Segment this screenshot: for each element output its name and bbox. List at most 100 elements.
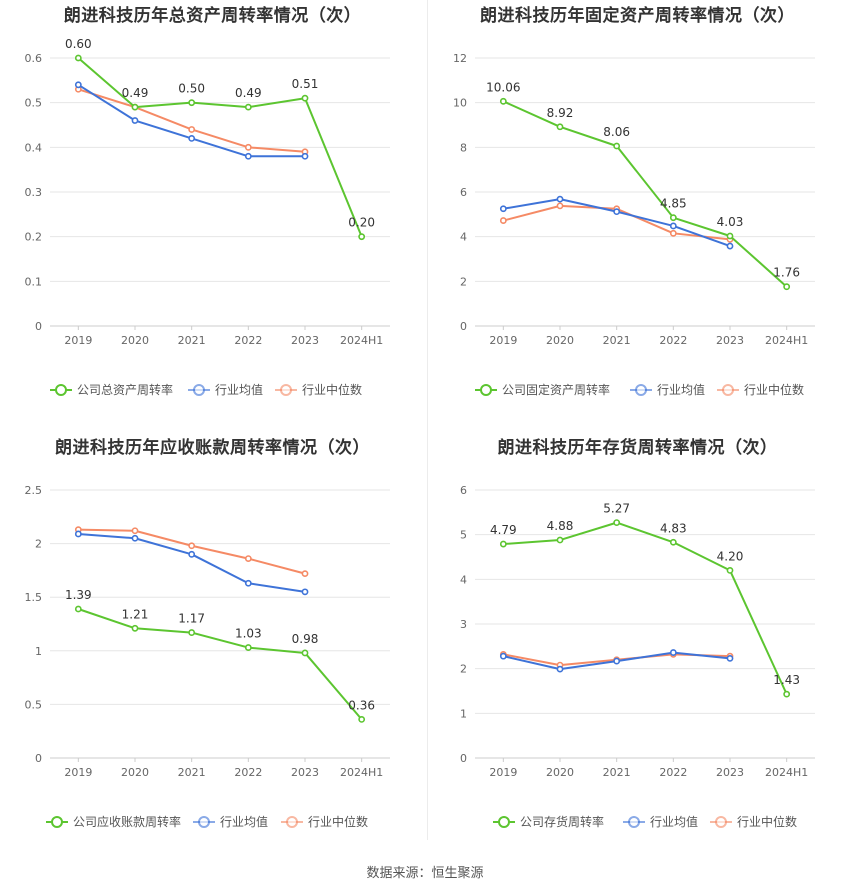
y-tick-label: 2: [35, 538, 42, 551]
data-point-company: [669, 538, 677, 546]
data-point-industry_median: [244, 555, 252, 563]
data-point-industry_median: [131, 527, 139, 535]
y-tick-label: 6: [460, 186, 467, 199]
data-point-company: [499, 97, 507, 105]
x-tick-label: 2024H1: [340, 766, 383, 779]
data-label: 4.20: [717, 549, 744, 563]
data-label: 0.20: [348, 216, 375, 230]
receivables-turnover-chart: 0 0.5 1 1.5 2 2.5 2019 2020 2021 2022 2023 2024H1 1.…: [25, 484, 390, 829]
x-tick-label: 2022: [659, 766, 687, 779]
data-label: 1.21: [122, 607, 149, 621]
x-tick-label: 2019: [64, 334, 92, 347]
data-point-industry_avg: [669, 649, 677, 656]
series-line-industry_median: [78, 88, 306, 153]
data-point-company: [301, 94, 309, 102]
x-tick-label: 2022: [659, 334, 687, 347]
data-point-company: [74, 54, 82, 62]
data-point-company: [131, 624, 139, 632]
y-tick-label: 4: [460, 231, 467, 244]
data-source-note: 数据来源：恒生聚源: [366, 866, 484, 881]
data-point-industry_avg: [613, 208, 621, 216]
x-tick-label: 2023: [716, 766, 744, 779]
legend-marker-industry_median: [280, 384, 292, 396]
y-tick-label: 1: [35, 645, 42, 658]
y-tick-label: 0: [460, 320, 467, 333]
legend-marker-industry_avg: [628, 816, 640, 828]
legend-label-company: 公司总资产周转率: [77, 382, 173, 397]
x-tick-label: 2020: [121, 334, 149, 347]
legend-label-industry_avg: 行业均值: [657, 382, 705, 397]
legend-label-company: 公司存货周转率: [520, 814, 604, 829]
data-point-company: [726, 232, 734, 240]
data-label: 0.49: [235, 86, 262, 100]
x-tick-label: 2022: [234, 766, 262, 779]
legend-marker-industry_median: [722, 384, 734, 396]
legend-label-industry_median: 行业中位数: [308, 814, 368, 829]
x-tick-label: 2020: [546, 334, 574, 347]
x-tick-label: 2023: [716, 334, 744, 347]
x-tick-label: 2019: [489, 766, 517, 779]
data-label: 1.39: [65, 588, 92, 602]
legend-marker-company: [498, 816, 510, 828]
data-label: 0.51: [292, 77, 319, 91]
data-point-company: [556, 536, 564, 544]
data-point-industry_avg: [188, 134, 196, 142]
inventory-turnover-chart: 0 1 2 3 4 5 6 2019 2020 2021 2022 2023 2024H1 4.79 4.8…: [460, 484, 815, 829]
data-label: 0.98: [292, 632, 319, 646]
y-tick-label: 12: [453, 52, 467, 65]
data-point-industry_avg: [301, 152, 309, 160]
total-asset-turnover-panel: 朗进科技历年总资产周转率情况（次） 0 0.1 0.2 0.3 0.4 0.5 0.6 201…: [0, 0, 425, 432]
data-point-industry_avg: [244, 152, 252, 160]
legend-marker-company: [55, 384, 67, 396]
legend-label-industry_avg: 行业均值: [650, 814, 698, 829]
legend-label-company: 公司应收账款周转率: [73, 814, 181, 829]
legend-marker-company: [480, 384, 492, 396]
data-label: 8.06: [603, 125, 630, 139]
y-tick-label: 0.3: [25, 186, 43, 199]
y-tick-label: 0: [35, 752, 42, 765]
data-point-company: [358, 233, 366, 241]
data-point-industry_avg: [188, 550, 196, 558]
series-line-company: [503, 521, 788, 695]
legend-marker-industry_avg: [198, 816, 210, 828]
data-point-company: [783, 283, 791, 291]
data-point-industry_avg: [726, 242, 734, 250]
data-point-industry_avg: [244, 579, 252, 587]
data-label: 10.06: [486, 80, 520, 94]
y-tick-label: 1.5: [25, 591, 43, 604]
data-point-company: [74, 605, 82, 613]
data-point-company: [669, 214, 677, 222]
data-label: 5.27: [603, 502, 630, 516]
data-point-company: [301, 649, 309, 657]
legend-marker-industry_median: [715, 816, 727, 828]
legend-marker-industry_median: [286, 816, 298, 828]
legend-label-industry_avg: 行业均值: [215, 382, 263, 397]
receivables-turnover-panel: 朗进科技历年应收账款周转率情况（次） 0 0.5 1 1.5 2 2.5 2019 2020 2…: [0, 432, 425, 864]
x-tick-label: 2020: [546, 766, 574, 779]
data-point-company: [613, 519, 621, 527]
x-tick-label: 2023: [291, 334, 319, 347]
y-tick-label: 0.5: [25, 97, 43, 110]
data-label: 8.92: [547, 106, 574, 120]
data-label: 4.88: [547, 519, 574, 533]
chart-title: 朗进科技历年应收账款周转率情况（次）: [55, 438, 370, 458]
x-tick-label: 2022: [234, 334, 262, 347]
data-label: 1.43: [773, 673, 800, 687]
data-point-company: [131, 103, 139, 111]
data-point-industry_median: [244, 143, 252, 151]
y-tick-label: 1: [460, 707, 467, 720]
data-point-industry_avg: [669, 222, 677, 230]
data-point-industry_median: [556, 202, 564, 210]
data-point-industry_avg: [74, 530, 82, 538]
legend-label-industry_avg: 行业均值: [220, 814, 268, 829]
chart-title: 朗进科技历年存货周转率情况（次）: [497, 438, 778, 458]
data-point-industry_median: [669, 229, 677, 237]
y-tick-label: 2: [460, 275, 467, 288]
y-tick-label: 10: [453, 97, 467, 110]
series-line-company: [78, 608, 363, 721]
data-point-industry_avg: [499, 205, 507, 213]
data-point-industry_avg: [131, 117, 139, 124]
data-point-industry_avg: [556, 195, 564, 203]
legend-label-company: 公司固定资产周转率: [502, 382, 610, 397]
data-label: 4.83: [660, 521, 687, 535]
